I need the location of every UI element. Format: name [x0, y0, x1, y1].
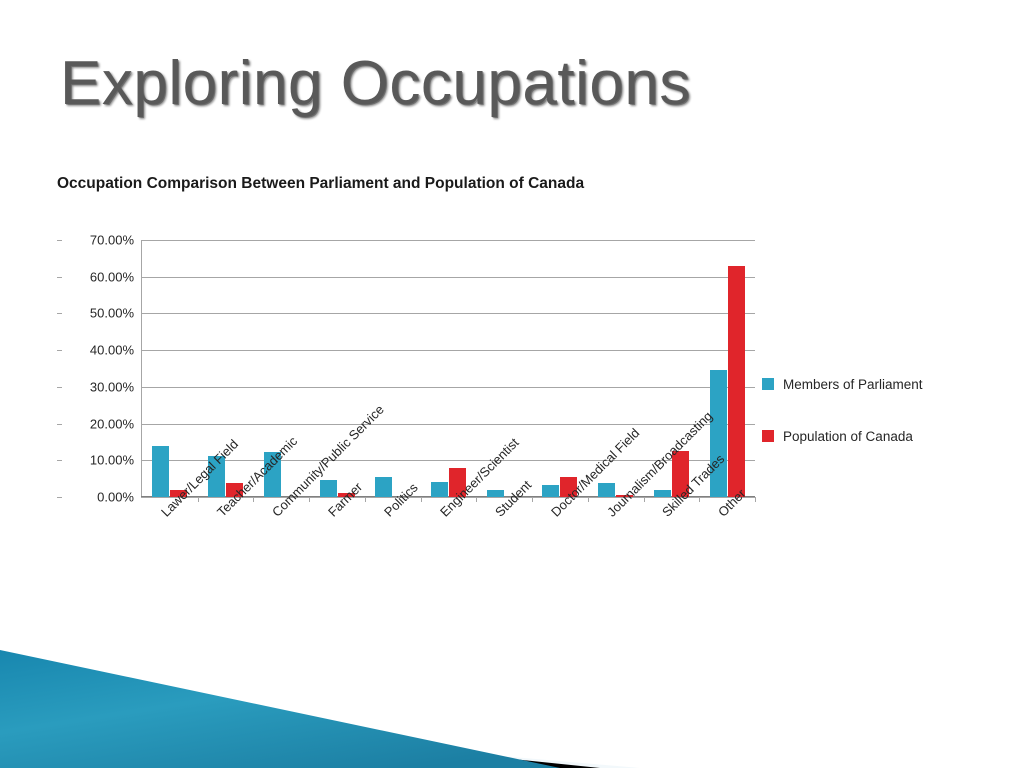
bars-wrapper: [253, 240, 309, 497]
y-axis-tick-mark: [57, 240, 62, 241]
bars-wrapper: [365, 240, 421, 497]
x-axis-tick-mark: [643, 497, 645, 502]
y-axis-tick-mark: [57, 313, 62, 315]
y-axis-tick-label: 30.00%: [89, 379, 134, 395]
y-axis-tick-label: 10.00%: [89, 452, 134, 468]
x-axis-tick-mark: [755, 497, 756, 502]
pale-band: [0, 713, 640, 768]
chart-legend: Members of Parliament Population of Canad…: [762, 373, 923, 477]
bar-chart: Occupation Comparison Between Parliament…: [57, 175, 923, 520]
gridline: [142, 460, 755, 462]
y-axis-tick-mark: [57, 386, 62, 388]
teal-band: [0, 650, 560, 768]
x-axis-tick-mark: [253, 497, 255, 502]
bar[interactable]: [337, 493, 355, 497]
y-axis-tick-mark: [57, 423, 62, 425]
bars-wrapper: [421, 240, 477, 497]
bar-group: [476, 240, 532, 497]
bar[interactable]: [616, 494, 634, 497]
bar-group: [421, 240, 477, 497]
bar[interactable]: [653, 490, 671, 497]
gridline: [142, 497, 755, 498]
bar-group: [644, 240, 700, 497]
x-axis-tick-mark: [309, 497, 311, 502]
x-axis-tick-mark: [532, 497, 534, 502]
bars-wrapper: [198, 240, 254, 497]
x-axis-tick-mark: [197, 497, 199, 502]
y-axis-tick-mark: [57, 497, 62, 498]
bar[interactable]: [709, 369, 727, 497]
y-axis-tick-mark: [57, 350, 62, 352]
gridline: [142, 386, 755, 388]
bars-wrapper: [532, 240, 588, 497]
y-axis-tick-mark: [57, 276, 62, 278]
gridline: [142, 423, 755, 425]
bars-wrapper: [476, 240, 532, 497]
bar[interactable]: [152, 446, 170, 497]
legend-swatch-icon: [762, 430, 774, 442]
bar-group: [142, 240, 198, 497]
bar-group: [699, 240, 755, 497]
bar-group: [588, 240, 644, 497]
y-axis-tick-label: 50.00%: [89, 305, 134, 321]
gridline: [142, 350, 755, 352]
bar[interactable]: [263, 451, 281, 497]
y-axis-tick-mark: [57, 460, 62, 462]
y-axis-tick-label: 40.00%: [89, 342, 134, 358]
x-axis-tick-mark: [476, 497, 478, 502]
bar-group: [253, 240, 309, 497]
page-title: Exploring Occupations: [60, 49, 691, 118]
legend-label: Population of Canada: [783, 428, 913, 444]
bars-wrapper: [588, 240, 644, 497]
bars-wrapper: [644, 240, 700, 497]
bar[interactable]: [671, 451, 689, 497]
bar[interactable]: [170, 490, 188, 497]
bar[interactable]: [226, 483, 244, 497]
legend-swatch-icon: [762, 378, 774, 390]
legend-label: Members of Parliament: [783, 376, 923, 392]
bar[interactable]: [542, 485, 560, 497]
legend-item[interactable]: Members of Parliament: [762, 373, 923, 395]
chart-title: Occupation Comparison Between Parliament…: [57, 175, 585, 192]
bar[interactable]: [727, 266, 745, 497]
x-axis-tick-mark: [420, 497, 422, 502]
x-axis-line: [141, 496, 755, 497]
y-axis-line: [141, 240, 142, 498]
bar[interactable]: [375, 476, 393, 497]
bar[interactable]: [319, 480, 337, 497]
bar-group: [309, 240, 365, 497]
bar[interactable]: [598, 483, 616, 497]
y-axis-tick-label: 0.00%: [97, 489, 134, 505]
y-axis-tick-label: 20.00%: [89, 416, 134, 432]
black-band: [0, 706, 600, 768]
bar[interactable]: [486, 489, 504, 497]
bar-group: [198, 240, 254, 497]
gridline: [142, 276, 755, 278]
bar-group: [532, 240, 588, 497]
y-axis: 70.00% 60.00% 50.00% 40.00% 30.00% 20.00% 10.0…: [57, 233, 134, 505]
y-axis-tick-label: 70.00%: [89, 232, 134, 248]
legend-item[interactable]: Population of Canada: [762, 425, 923, 447]
bars-wrapper: [142, 240, 198, 497]
bar[interactable]: [430, 481, 448, 497]
gridline: [142, 240, 755, 241]
x-axis-tick-mark: [587, 497, 589, 502]
bar[interactable]: [208, 455, 226, 497]
x-axis-tick-mark: [364, 497, 366, 502]
bar[interactable]: [560, 476, 578, 497]
bars-wrapper: [309, 240, 365, 497]
bar-group: [365, 240, 421, 497]
y-axis-tick-label: 60.00%: [89, 269, 134, 285]
x-axis-tick-mark: [699, 497, 701, 502]
bar[interactable]: [448, 468, 466, 497]
plot-area: [141, 240, 756, 502]
gridline: [142, 313, 755, 315]
bars-wrapper: [699, 240, 755, 497]
